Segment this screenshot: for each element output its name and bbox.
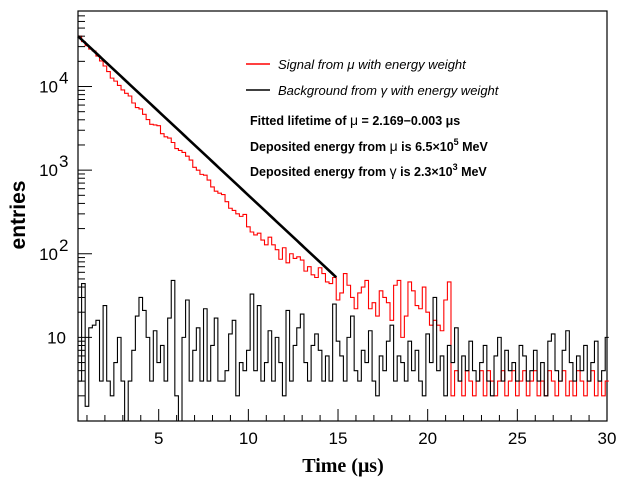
annotation-mu-energy-prefix: Deposited energy from	[250, 140, 390, 154]
y-tick-label: 10	[47, 328, 66, 347]
annotation-gamma-energy: Deposited energy from γ is 2.3×103 MeV	[250, 162, 487, 179]
legend: Signal from μ with energy weight Backgro…	[246, 57, 500, 98]
annotation-gamma-energy-exp: 3	[453, 162, 458, 172]
annotation-lifetime: Fitted lifetime of μ = 2.169−0.003 μs	[250, 112, 460, 128]
x-axis: 5 10 15 20 25 30	[86, 409, 617, 448]
x-tick-label: 20	[418, 429, 437, 448]
signal-series-line	[78, 35, 609, 397]
annotation-mu-energy: Deposited energy from μ is 6.5×105 MeV	[250, 137, 489, 154]
annotation-gamma-symbol: γ	[390, 163, 397, 179]
x-tick-label: 30	[598, 429, 617, 448]
y-tick-exponent: 3	[59, 152, 68, 171]
x-axis-title: Time (μs)	[302, 455, 384, 477]
annotation-mu-symbol: μ	[390, 138, 398, 154]
annotation-gamma-energy-prefix: Deposited energy from	[250, 165, 390, 179]
y-tick-exponent: 2	[59, 236, 68, 255]
fit-annotations: Fitted lifetime of μ = 2.169−0.003 μs De…	[250, 112, 489, 179]
fit-curve	[77, 35, 338, 279]
annotation-lifetime-value: = 2.169−0.003 μs	[358, 114, 460, 128]
x-tick-label: 15	[329, 429, 348, 448]
legend-signal-label: Signal from μ with energy weight	[278, 57, 467, 72]
y-axis-title: entries	[7, 181, 30, 250]
x-tick-label: 5	[154, 429, 163, 448]
annotation-lifetime-prefix: Fitted lifetime of	[250, 114, 350, 128]
y-tick-exponent: 4	[59, 69, 68, 88]
legend-background-label: Background from γ with energy weight	[278, 83, 500, 98]
annotation-mu-energy-exp: 5	[454, 137, 459, 147]
exp-fit-line	[77, 35, 338, 279]
y-tick-label: 10	[39, 245, 58, 264]
annotation-gamma-energy-unit: MeV	[458, 165, 488, 179]
plot-border	[77, 10, 608, 422]
x-tick-label: 25	[508, 429, 527, 448]
background-series-line	[78, 279, 609, 422]
y-tick-label: 10	[39, 78, 58, 97]
signal-histogram	[78, 35, 609, 397]
background-histogram	[78, 279, 609, 422]
annotation-lifetime-mu: μ	[350, 112, 358, 128]
annotation-mu-energy-mid: is 6.5×10	[398, 140, 454, 154]
annotation-gamma-energy-mid: is 2.3×10	[397, 165, 453, 179]
plot-frame	[77, 10, 608, 422]
annotation-mu-energy-unit: MeV	[459, 140, 489, 154]
y-tick-label: 10	[39, 161, 58, 180]
x-tick-label: 10	[239, 429, 258, 448]
